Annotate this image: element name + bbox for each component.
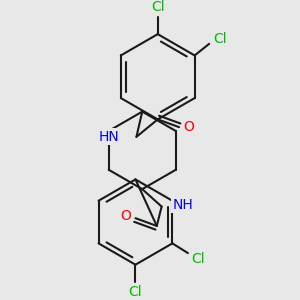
Text: NH: NH — [172, 198, 193, 212]
Text: Cl: Cl — [151, 0, 165, 14]
Text: Cl: Cl — [213, 32, 227, 46]
Text: Cl: Cl — [192, 252, 206, 266]
Text: O: O — [183, 120, 194, 134]
Text: O: O — [120, 209, 131, 223]
Text: Cl: Cl — [129, 285, 142, 299]
Text: HN: HN — [98, 130, 119, 144]
